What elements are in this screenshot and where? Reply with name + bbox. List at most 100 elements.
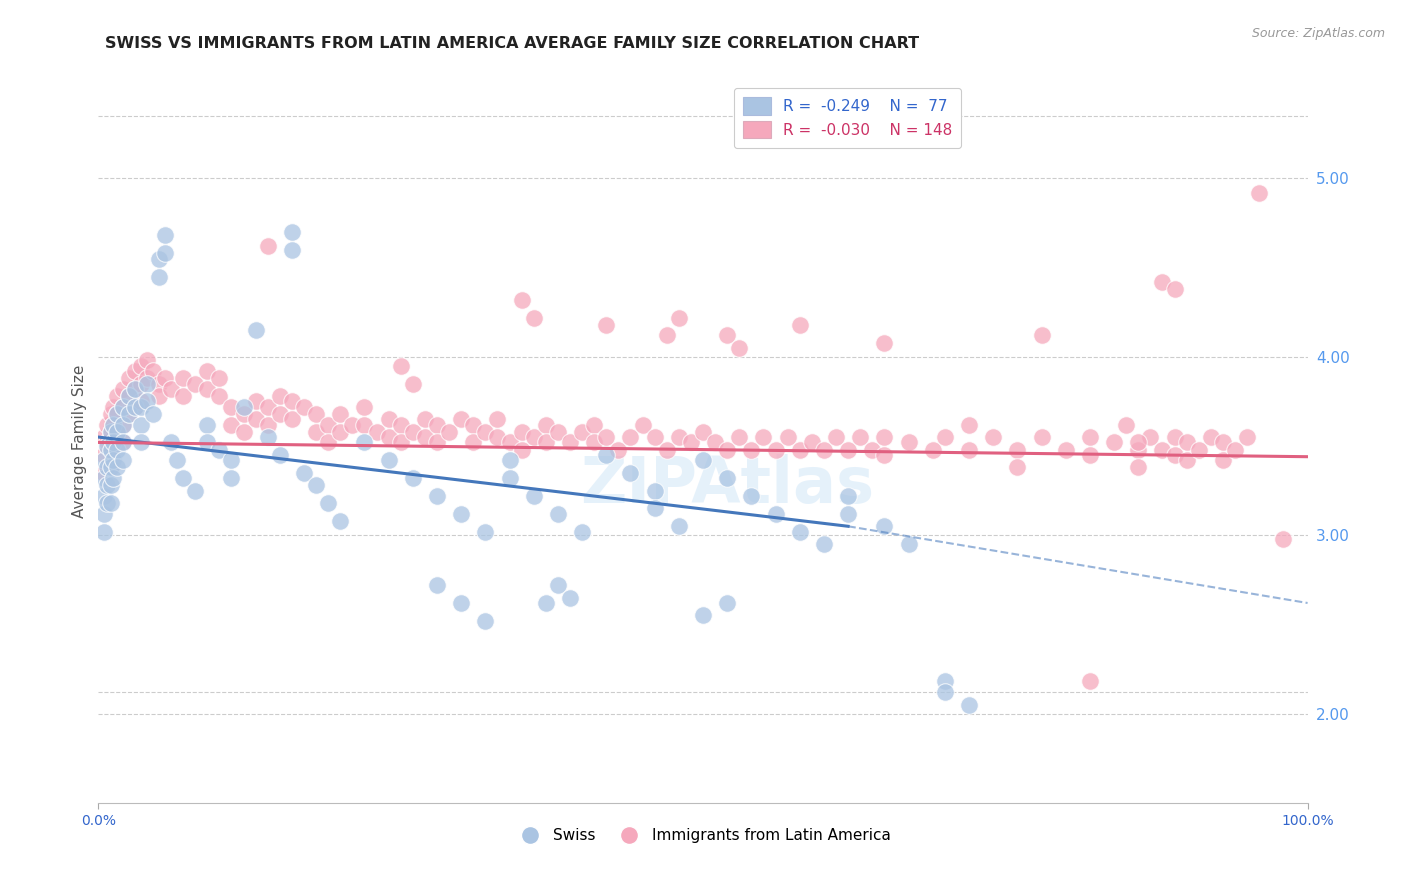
Point <box>221 417 243 432</box>
Point <box>716 328 738 343</box>
Point <box>96 435 118 450</box>
Point <box>1128 460 1150 475</box>
Point <box>142 364 165 378</box>
Point <box>389 417 412 432</box>
Point <box>437 425 460 439</box>
Point <box>281 225 304 239</box>
Point <box>269 448 291 462</box>
Point <box>571 425 593 439</box>
Point <box>353 435 375 450</box>
Point <box>450 412 472 426</box>
Point <box>463 417 485 432</box>
Point <box>118 389 141 403</box>
Point <box>221 453 243 467</box>
Point <box>353 400 375 414</box>
Point <box>221 471 243 485</box>
Point <box>873 519 896 533</box>
Point <box>129 394 152 409</box>
Point <box>105 460 128 475</box>
Point <box>124 364 146 378</box>
Point <box>523 430 546 444</box>
Point <box>510 442 533 457</box>
Point <box>100 407 122 421</box>
Point <box>208 442 231 457</box>
Point <box>160 435 183 450</box>
Point <box>619 466 641 480</box>
Point <box>413 430 436 444</box>
Point <box>195 435 218 450</box>
Point <box>245 394 267 409</box>
Point <box>716 596 738 610</box>
Point <box>232 400 254 414</box>
Point <box>558 591 581 605</box>
Point <box>292 466 315 480</box>
Point <box>1175 435 1198 450</box>
Point <box>1128 435 1150 450</box>
Point <box>184 483 207 498</box>
Point <box>135 394 157 409</box>
Point <box>426 489 449 503</box>
Point <box>111 400 134 414</box>
Point <box>316 496 339 510</box>
Point <box>728 341 751 355</box>
Point <box>100 460 122 475</box>
Point <box>413 412 436 426</box>
Point <box>101 417 124 432</box>
Point <box>1175 453 1198 467</box>
Point <box>692 425 714 439</box>
Point <box>583 435 606 450</box>
Point <box>105 425 128 439</box>
Point <box>129 400 152 414</box>
Point <box>607 442 630 457</box>
Point <box>305 425 328 439</box>
Point <box>800 435 823 450</box>
Point <box>172 371 194 385</box>
Point <box>153 246 176 260</box>
Point <box>644 483 666 498</box>
Y-axis label: Average Family Size: Average Family Size <box>72 365 87 518</box>
Point <box>934 685 956 699</box>
Point <box>269 407 291 421</box>
Point <box>1007 460 1029 475</box>
Point <box>402 376 425 391</box>
Point <box>644 501 666 516</box>
Point <box>342 417 364 432</box>
Legend: Swiss, Immigrants from Latin America: Swiss, Immigrants from Latin America <box>509 822 897 849</box>
Point <box>232 407 254 421</box>
Point <box>534 435 557 450</box>
Point <box>256 417 278 432</box>
Point <box>523 310 546 325</box>
Point <box>873 335 896 350</box>
Point <box>100 478 122 492</box>
Point <box>789 442 811 457</box>
Point <box>595 448 617 462</box>
Point <box>523 489 546 503</box>
Point <box>281 394 304 409</box>
Point <box>377 430 399 444</box>
Point <box>96 460 118 475</box>
Point <box>100 442 122 457</box>
Point <box>269 389 291 403</box>
Point <box>111 400 134 414</box>
Point <box>305 478 328 492</box>
Point <box>101 435 124 450</box>
Text: SWISS VS IMMIGRANTS FROM LATIN AMERICA AVERAGE FAMILY SIZE CORRELATION CHART: SWISS VS IMMIGRANTS FROM LATIN AMERICA A… <box>105 36 920 51</box>
Point <box>498 453 520 467</box>
Point <box>558 435 581 450</box>
Point <box>837 507 859 521</box>
Point <box>135 371 157 385</box>
Point <box>256 400 278 414</box>
Point <box>377 412 399 426</box>
Point <box>716 471 738 485</box>
Point <box>93 448 115 462</box>
Point <box>619 430 641 444</box>
Point <box>100 496 122 510</box>
Point <box>547 578 569 592</box>
Point <box>118 389 141 403</box>
Point <box>101 417 124 432</box>
Point <box>129 376 152 391</box>
Point <box>474 614 496 628</box>
Point <box>765 507 787 521</box>
Point <box>631 417 654 432</box>
Point <box>402 425 425 439</box>
